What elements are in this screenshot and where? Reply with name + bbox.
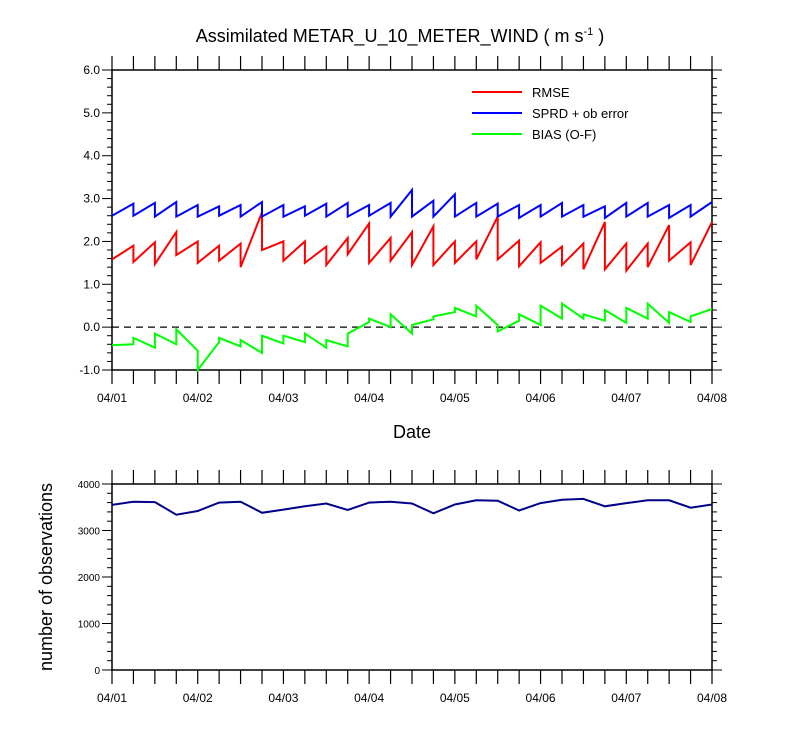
top-y-axis: -1.0 0.0 1.0 2.0 3.0 4.0 5.0 6.0 <box>79 63 722 377</box>
bottom-ytick-label: 4000 <box>78 480 101 491</box>
bottom-ytick-label: 2000 <box>78 573 101 584</box>
bottom-series-group <box>111 497 713 516</box>
chart-title-superscript: -1 <box>583 26 593 38</box>
top-xtick-label: 04/08 <box>697 391 727 405</box>
top-ytick-label: 4.0 <box>83 149 100 163</box>
series-line-number-of-observations <box>111 497 713 516</box>
bottom-y-axis: 0 1000 2000 3000 4000 <box>78 480 722 677</box>
legend-label: SPRD + ob error <box>532 106 629 121</box>
top-xtick-label: 04/01 <box>97 391 127 405</box>
bottom-xtick-label: 04/07 <box>611 691 641 705</box>
y-axis-title: number of observations <box>36 483 56 671</box>
chart-title-end: ) <box>593 26 604 46</box>
top-ytick-label: 5.0 <box>83 106 100 120</box>
top-xtick-label: 04/03 <box>268 391 298 405</box>
series-line-sprd-ob-error <box>111 187 713 220</box>
top-xtick-label: 04/07 <box>611 391 641 405</box>
top-series-group <box>111 187 713 373</box>
bottom-xtick-label: 04/01 <box>97 691 127 705</box>
bottom-xtick-label: 04/04 <box>354 691 384 705</box>
top-xtick-label: 04/02 <box>183 391 213 405</box>
bottom-ytick-label: 1000 <box>78 620 101 631</box>
bottom-xtick-label: 04/03 <box>268 691 298 705</box>
bottom-ytick-label: 0 <box>94 666 100 677</box>
top-ytick-label: 3.0 <box>83 192 100 206</box>
bottom-xtick-label: 04/08 <box>697 691 727 705</box>
bottom-x-axis: 04/01 04/02 04/03 04/04 04/05 04/06 04/07 04/08 <box>97 470 727 705</box>
series-line-bias-o-f <box>111 301 713 373</box>
top-x-axis: 04/01 04/02 04/03 04/04 04/05 04/06 04/07 04/08 <box>97 56 727 405</box>
legend-label: RMSE <box>532 85 570 100</box>
bottom-xtick-label: 04/06 <box>526 691 556 705</box>
top-xtick-label: 04/05 <box>440 391 470 405</box>
top-ytick-label: 0.0 <box>83 320 100 334</box>
top-ytick-label: 1.0 <box>83 277 100 291</box>
bottom-plot-frame <box>111 483 713 671</box>
legend-label: BIAS (O-F) <box>532 127 596 142</box>
chart-title: Assimilated METAR_U_10_METER_WIND ( m s-… <box>196 26 605 47</box>
bottom-xtick-label: 04/05 <box>440 691 470 705</box>
legend: RMSE SPRD + ob error BIAS (O-F) <box>472 85 629 142</box>
top-xtick-label: 04/06 <box>526 391 556 405</box>
top-ytick-label: 6.0 <box>83 63 100 77</box>
bottom-xtick-label: 04/02 <box>183 691 213 705</box>
x-axis-title: Date <box>393 422 431 442</box>
bottom-ytick-label: 3000 <box>78 527 101 538</box>
top-ytick-label: 2.0 <box>83 234 100 248</box>
top-xtick-label: 04/04 <box>354 391 384 405</box>
series-line-rmse <box>111 211 713 274</box>
top-ytick-label: -1.0 <box>79 363 100 377</box>
chart-title-main: Assimilated METAR_U_10_METER_WIND ( m s <box>196 26 584 47</box>
